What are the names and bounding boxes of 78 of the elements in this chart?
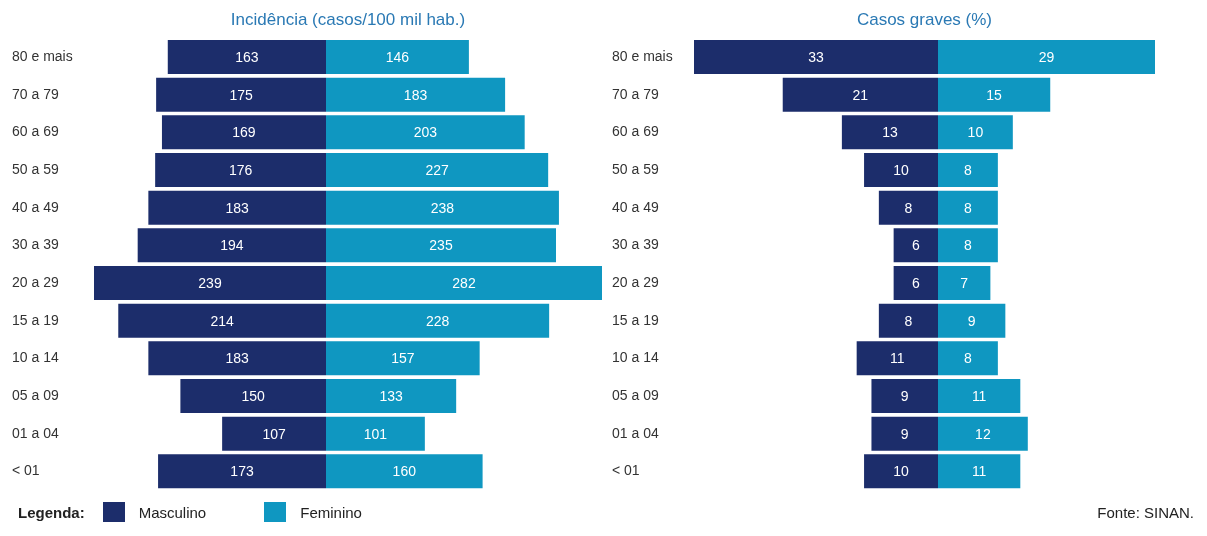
y-tick-label: 40 a 49: [612, 198, 659, 215]
data-label: 13: [882, 124, 898, 141]
data-label: 146: [385, 49, 410, 65]
data-label: 203: [413, 124, 438, 141]
data-label: 12: [975, 425, 991, 442]
data-label: 11: [971, 463, 987, 480]
data-label: 194: [220, 237, 244, 254]
data-label: 163: [235, 49, 259, 65]
data-label: 6: [911, 237, 920, 254]
y-tick-label: 10 a 14: [612, 349, 659, 366]
data-label: 133: [379, 388, 403, 404]
y-tick-label: 05 a 09: [612, 386, 659, 403]
data-label: 9: [967, 312, 976, 329]
data-label: 8: [964, 199, 973, 216]
y-tick-label: 30 a 39: [12, 236, 59, 253]
y-tick-label: 30 a 39: [612, 236, 659, 253]
y-tick-label: 01 a 04: [12, 424, 59, 441]
data-label: 107: [262, 425, 286, 442]
data-label: 175: [229, 86, 253, 103]
data-label: 183: [225, 350, 250, 367]
source-note: Fonte: SINAN.: [1097, 503, 1194, 521]
data-label: 282: [452, 275, 476, 291]
chart-title: Casos graves (%): [855, 10, 994, 30]
data-label: 29: [1038, 49, 1055, 65]
y-tick-label: 60 a 69: [612, 123, 659, 140]
data-label: 228: [425, 312, 450, 329]
data-label: 11: [890, 350, 905, 367]
data-label: 21: [852, 86, 869, 103]
y-tick-label: 70 a 79: [12, 85, 59, 102]
legend-label: Masculino: [137, 502, 207, 522]
data-label: 9: [900, 388, 909, 404]
data-label: 173: [230, 463, 254, 480]
y-tick-label: 20 a 29: [12, 273, 59, 290]
chart-title: Incidência (casos/100 mil hab.): [229, 10, 467, 30]
data-label: 11: [971, 388, 987, 404]
y-tick-label: 80 e mais: [12, 47, 73, 64]
y-tick-label: 70 a 79: [612, 85, 659, 102]
data-label: 6: [911, 275, 920, 291]
data-label: 150: [241, 388, 266, 404]
data-label: 15: [986, 86, 1003, 103]
data-label: 183: [225, 199, 250, 216]
y-tick-label: 40 a 49: [12, 198, 59, 215]
data-label: 8: [964, 350, 973, 367]
y-tick-label: 15 a 19: [612, 311, 659, 328]
data-label: 160: [392, 463, 417, 480]
y-tick-label: < 01: [12, 462, 40, 479]
data-label: 7: [960, 275, 969, 291]
data-label: 183: [403, 86, 428, 103]
data-label: 214: [210, 312, 235, 329]
data-label: 8: [904, 312, 913, 329]
legend-label: Feminino: [299, 502, 362, 522]
y-tick-label: 20 a 29: [612, 273, 659, 290]
data-label: 10: [893, 463, 910, 480]
y-tick-label: 10 a 14: [12, 349, 59, 366]
y-tick-label: 05 a 09: [12, 386, 59, 403]
data-label: 8: [904, 199, 913, 216]
data-label: 101: [363, 425, 388, 442]
data-label: 10: [893, 162, 910, 178]
data-label: 9: [900, 425, 909, 442]
data-label: 176: [228, 162, 253, 178]
data-label: 8: [964, 162, 973, 178]
y-tick-label: 15 a 19: [12, 311, 59, 328]
y-tick-label: 50 a 59: [612, 160, 659, 177]
data-label: 157: [391, 350, 415, 367]
y-tick-label: 50 a 59: [12, 160, 59, 177]
legend-title: Legenda:: [18, 503, 85, 521]
data-label: 238: [430, 199, 455, 216]
data-label: 10: [967, 124, 984, 141]
y-tick-label: 60 a 69: [12, 123, 59, 140]
y-tick-label: < 01: [612, 462, 640, 479]
data-label: 169: [232, 124, 256, 141]
data-label: 239: [198, 275, 222, 291]
y-tick-label: 01 a 04: [612, 424, 659, 441]
data-label: 8: [964, 237, 973, 254]
data-label: 227: [425, 162, 449, 178]
data-label: 235: [429, 237, 453, 254]
data-label: 33: [808, 49, 824, 65]
y-tick-label: 80 e mais: [612, 47, 673, 64]
